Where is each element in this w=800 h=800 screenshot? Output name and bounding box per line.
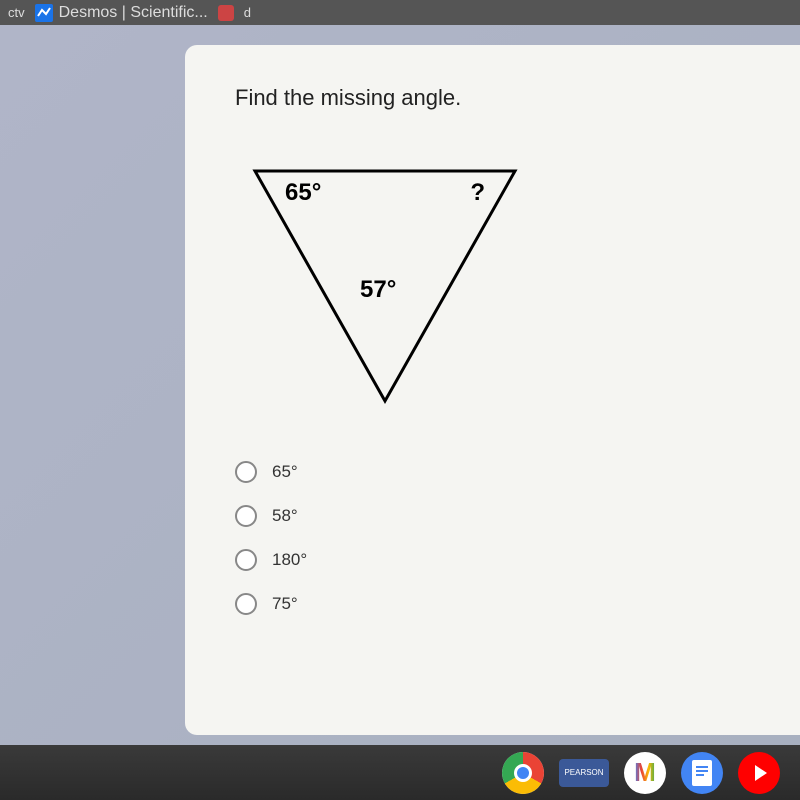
question-card: Find the missing angle. 65° ? 57° 65° 58…: [185, 45, 800, 735]
option-row-4[interactable]: 75°: [235, 593, 750, 615]
pearson-app-icon[interactable]: PEARSON: [559, 759, 609, 787]
option-label: 180°: [272, 550, 307, 570]
option-row-3[interactable]: 180°: [235, 549, 750, 571]
bookmark-icon-2[interactable]: [218, 5, 234, 21]
radio-button[interactable]: [235, 505, 257, 527]
chrome-app-icon[interactable]: [502, 752, 544, 794]
radio-button[interactable]: [235, 461, 257, 483]
pearson-label: PEARSON: [564, 768, 603, 777]
desktop-background: Find the missing angle. 65° ? 57° 65° 58…: [0, 25, 800, 775]
chrome-logo: [502, 752, 544, 794]
angle-label-top-left: 65°: [285, 179, 321, 207]
option-row-2[interactable]: 58°: [235, 505, 750, 527]
option-label: 58°: [272, 506, 298, 526]
docs-logo-icon: [692, 760, 712, 786]
docs-app-icon[interactable]: [681, 752, 723, 794]
bookmark-letter: d: [244, 5, 251, 20]
radio-button[interactable]: [235, 593, 257, 615]
answer-options: 65° 58° 180° 75°: [235, 461, 750, 615]
gmail-app-icon[interactable]: M: [624, 752, 666, 794]
gmail-logo: M: [634, 757, 656, 788]
option-row-1[interactable]: 65°: [235, 461, 750, 483]
desmos-icon: [35, 4, 53, 22]
angle-label-bottom: 57°: [360, 276, 396, 304]
youtube-app-icon[interactable]: [738, 752, 780, 794]
browser-bookmarks-bar: ctv Desmos | Scientific... d: [0, 0, 800, 25]
triangle-diagram: 65° ? 57°: [245, 161, 525, 411]
taskbar: PEARSON M: [0, 745, 800, 800]
angle-label-unknown: ?: [470, 179, 485, 207]
option-label: 65°: [272, 462, 298, 482]
question-title: Find the missing angle.: [235, 85, 750, 111]
left-tab-text: ctv: [8, 5, 25, 20]
bookmark-label: Desmos | Scientific...: [59, 4, 208, 22]
play-icon: [755, 765, 767, 781]
option-label: 75°: [272, 594, 298, 614]
bookmark-desmos[interactable]: Desmos | Scientific...: [35, 4, 208, 22]
radio-button[interactable]: [235, 549, 257, 571]
